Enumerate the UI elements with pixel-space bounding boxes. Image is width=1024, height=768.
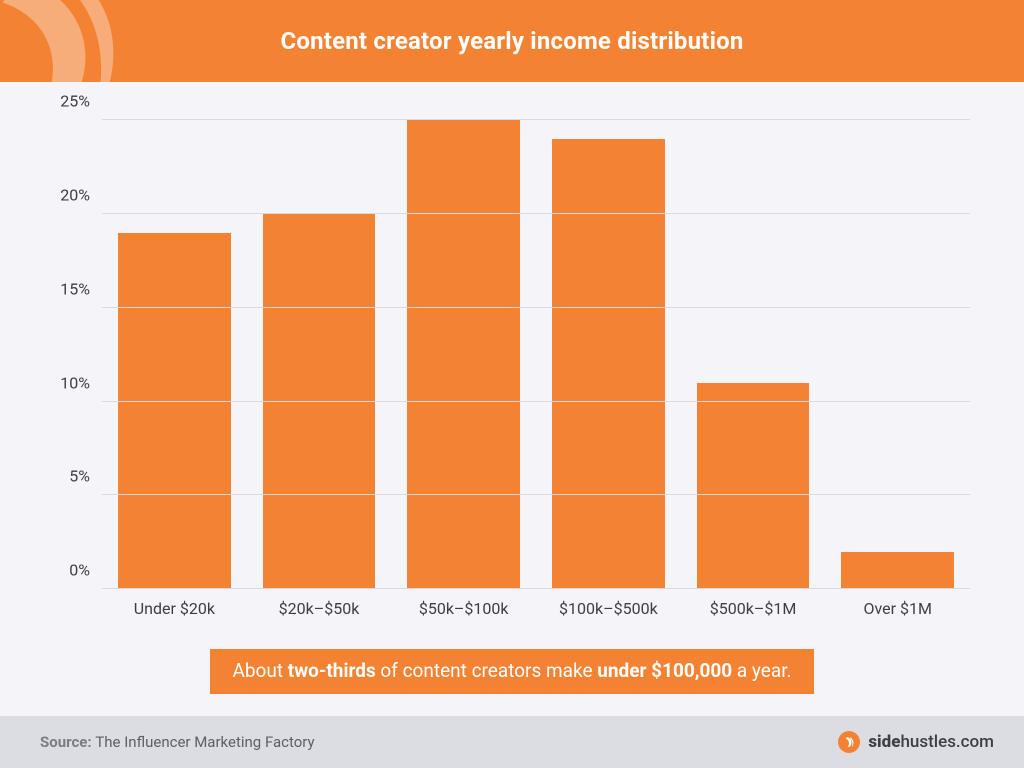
x-axis-label: Under $20k xyxy=(102,589,247,633)
header-decoration-swoosh xyxy=(0,0,150,82)
bar xyxy=(118,233,231,590)
income-bar-chart: 0%5%10%15%20%25% Under $20k$20k–$50k$50k… xyxy=(42,116,982,633)
gridline xyxy=(102,494,970,495)
y-axis-label: 10% xyxy=(60,373,102,392)
brand-text-strong: side xyxy=(868,732,900,752)
bar xyxy=(552,139,665,589)
callout-text-bold2: under $100,000 xyxy=(597,659,732,682)
plot-area: 0%5%10%15%20%25% xyxy=(102,120,970,589)
x-axis-label: $100k–$500k xyxy=(536,589,681,633)
gridline xyxy=(102,213,970,214)
chart-section: 0%5%10%15%20%25% Under $20k$20k–$50k$50k… xyxy=(0,82,1024,643)
x-axis-label: $20k–$50k xyxy=(247,589,392,633)
bars-container xyxy=(102,120,970,589)
y-axis-label: 20% xyxy=(60,185,102,204)
bar-slot xyxy=(536,120,681,589)
footer-bar: Source: The Influencer Marketing Factory… xyxy=(0,716,1024,768)
bar xyxy=(697,383,810,589)
source-attribution: Source: The Influencer Marketing Factory xyxy=(40,733,315,751)
y-axis-label: 25% xyxy=(60,92,102,111)
y-axis-label: 0% xyxy=(69,561,102,580)
brand-logo: sidehustles.com xyxy=(838,731,994,753)
callout-text-prefix: About xyxy=(232,659,287,682)
header-bar: Content creator yearly income distributi… xyxy=(0,0,1024,82)
callout-text-bold1: two-thirds xyxy=(288,659,376,682)
callout-row: About two-thirds of content creators mak… xyxy=(0,643,1024,716)
y-axis-label: 15% xyxy=(60,279,102,298)
bar-slot xyxy=(247,120,392,589)
brand-text-rest: hustles.com xyxy=(900,732,994,752)
bar-slot xyxy=(102,120,247,589)
x-axis-label: $500k–$1M xyxy=(681,589,826,633)
header-title: Content creator yearly income distributi… xyxy=(280,27,743,55)
gridline xyxy=(102,119,970,120)
gridline xyxy=(102,401,970,402)
bar xyxy=(841,552,954,590)
source-name: The Influencer Marketing Factory xyxy=(95,733,314,751)
brand-wordmark: sidehustles.com xyxy=(868,732,994,752)
gridline xyxy=(102,307,970,308)
bar-slot xyxy=(391,120,536,589)
callout-text-suffix: a year. xyxy=(732,659,791,682)
callout-text-mid: of content creators make xyxy=(376,659,598,682)
brand-mark-icon xyxy=(838,731,860,753)
bar-slot xyxy=(825,120,970,589)
x-axis-labels: Under $20k$20k–$50k$50k–$100k$100k–$500k… xyxy=(102,589,970,633)
callout-banner: About two-thirds of content creators mak… xyxy=(210,649,813,694)
infographic-page: Content creator yearly income distributi… xyxy=(0,0,1024,768)
y-axis-label: 5% xyxy=(69,467,102,486)
x-axis-label: Over $1M xyxy=(825,589,970,633)
bar-slot xyxy=(681,120,826,589)
bar xyxy=(407,120,520,589)
source-label: Source: xyxy=(40,733,95,751)
x-axis-label: $50k–$100k xyxy=(391,589,536,633)
